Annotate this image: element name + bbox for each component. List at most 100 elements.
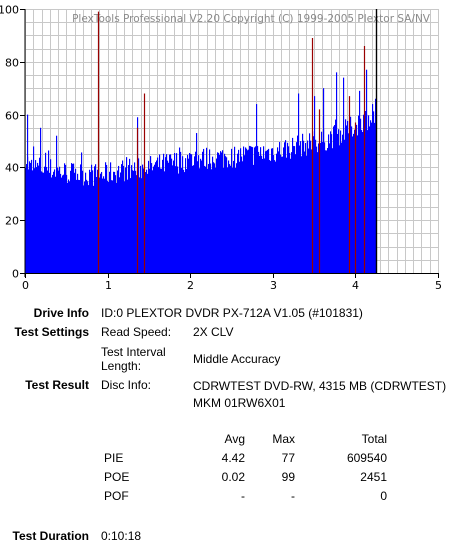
pie-bar	[350, 116, 352, 274]
y-tick-label: 20	[5, 215, 19, 228]
pie-bar	[217, 152, 219, 273]
stats-row-poe-total: 2451	[360, 470, 387, 484]
pie-bar	[44, 166, 46, 273]
pie-bar	[195, 151, 197, 273]
stats-row-pie-avg: 4.42	[221, 451, 245, 465]
pie-bar	[273, 155, 275, 273]
pie-bar	[322, 141, 324, 273]
axis-ticks: 0 1 2 3 4 5 0 20 40 60 80 100	[0, 4, 442, 293]
pie-bar	[368, 115, 370, 273]
pie-bar	[74, 172, 76, 273]
pie-bar	[113, 171, 115, 273]
pie-bar	[237, 153, 239, 273]
pie-bar	[147, 173, 149, 273]
pie-bar	[63, 174, 65, 273]
x-tick-label: 1	[105, 279, 112, 292]
pie-bar	[187, 154, 189, 273]
pie-bar	[45, 152, 47, 273]
pie-spike	[298, 93, 300, 273]
pie-bar	[57, 167, 59, 273]
pie-bar	[181, 167, 183, 273]
pie-bar	[158, 167, 160, 273]
pie-bar	[42, 172, 44, 273]
pie-bar	[81, 152, 83, 273]
pie-bar	[365, 110, 367, 273]
pie-bar	[37, 162, 39, 273]
pie-bar	[178, 173, 180, 273]
pie-bar	[102, 178, 104, 273]
pie-bar	[104, 178, 106, 273]
pie-bar	[241, 156, 243, 273]
pie-bar	[362, 132, 364, 273]
pie-spike	[314, 96, 316, 274]
pie-bar	[109, 171, 111, 273]
pie-bar	[274, 160, 276, 273]
pie-bar	[277, 147, 279, 273]
stats-row-pof-max: -	[291, 489, 295, 503]
pie-bar	[290, 158, 292, 273]
pie-bar	[327, 148, 329, 273]
pie-bar	[193, 165, 195, 273]
pie-bar	[170, 154, 172, 273]
pie-bar	[83, 185, 85, 273]
pie-bar	[138, 158, 140, 273]
stats-row-pie-max: 77	[281, 451, 295, 465]
stats-row-poe-max: 99	[281, 470, 295, 484]
pie-bar	[283, 147, 285, 273]
pie-bar	[65, 164, 67, 273]
pie-bar	[188, 158, 190, 273]
pie-bar	[105, 162, 107, 273]
stats-header-total: Total	[361, 432, 387, 446]
pie-bar	[246, 148, 248, 273]
pie-bar	[175, 166, 177, 273]
pie-bar	[157, 157, 159, 273]
pie-bar	[119, 177, 121, 273]
pie-bar	[88, 185, 90, 273]
pie-bar	[340, 130, 342, 273]
pie-bar	[153, 166, 155, 273]
pie-bar	[110, 162, 112, 273]
pie-bar	[160, 168, 162, 273]
pie-bar	[114, 171, 116, 273]
pie-bar	[275, 161, 277, 273]
pie-bar	[72, 163, 74, 273]
pie-bar	[75, 168, 77, 273]
pie-bar	[120, 172, 122, 273]
pie-bar	[55, 176, 57, 273]
pie-bar	[321, 131, 323, 273]
pie-bar	[300, 141, 302, 273]
pie-bar	[334, 125, 336, 273]
pie-bar	[254, 147, 256, 273]
pie-bar	[62, 175, 64, 273]
pie-bar	[122, 160, 124, 273]
stats-row-pof-avg: -	[241, 489, 245, 503]
pie-bar	[351, 126, 353, 273]
pie-bar	[268, 148, 270, 273]
pie-bar	[33, 146, 35, 273]
pie-bar	[224, 153, 226, 273]
chart-watermark: PlexTools Professional V2.20 Copyright (…	[72, 13, 431, 25]
pie-bar	[159, 154, 161, 273]
pie-bar	[184, 172, 186, 273]
pie-bar	[328, 134, 330, 273]
pie-bar	[32, 170, 34, 273]
pie-bar	[344, 139, 346, 273]
pie-bar	[297, 135, 299, 273]
pie-bar	[39, 157, 41, 273]
pie-bar	[136, 175, 138, 273]
pie-bar	[73, 163, 75, 273]
pie-bar	[129, 158, 131, 273]
pie-bar	[161, 168, 163, 273]
pie-bar	[307, 140, 309, 273]
pie-bar	[260, 147, 262, 273]
pie-spike	[359, 90, 361, 273]
test-result-label: Test Result	[25, 378, 89, 392]
pie-bar	[95, 164, 97, 273]
pie-bar	[245, 147, 247, 273]
pie-bar	[373, 111, 375, 273]
pie-bar	[353, 133, 355, 273]
pie-bar	[292, 137, 294, 273]
pie-bar	[341, 142, 343, 273]
pie-bar	[96, 177, 98, 273]
pie-bar	[249, 145, 251, 273]
